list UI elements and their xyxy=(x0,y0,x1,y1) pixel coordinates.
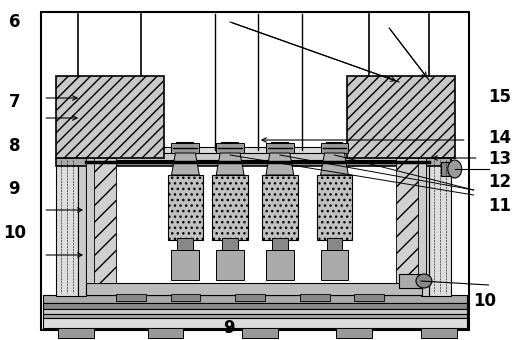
Bar xyxy=(216,250,244,280)
Bar xyxy=(266,143,293,153)
Polygon shape xyxy=(321,153,348,175)
Bar xyxy=(78,158,86,296)
Bar xyxy=(326,238,342,250)
Bar xyxy=(235,294,265,301)
Bar xyxy=(86,152,422,160)
Bar xyxy=(86,283,422,295)
Bar xyxy=(347,76,455,158)
Text: 11: 11 xyxy=(488,197,511,215)
Ellipse shape xyxy=(416,274,432,288)
Bar xyxy=(212,175,248,240)
Bar xyxy=(317,175,353,240)
Text: 15: 15 xyxy=(488,88,511,106)
Bar xyxy=(354,294,384,301)
Bar xyxy=(421,158,429,296)
Bar xyxy=(216,143,244,153)
Bar xyxy=(396,158,426,283)
Bar xyxy=(272,238,288,250)
Bar xyxy=(441,162,451,176)
Bar xyxy=(56,158,451,166)
Text: 9: 9 xyxy=(223,319,235,337)
Bar xyxy=(43,314,467,318)
Bar xyxy=(41,12,469,330)
Bar xyxy=(172,250,199,280)
Text: 13: 13 xyxy=(488,150,511,168)
Bar xyxy=(172,143,199,153)
Bar xyxy=(222,238,238,250)
Bar xyxy=(337,328,372,338)
Bar xyxy=(429,158,451,296)
Bar xyxy=(321,143,348,153)
Bar xyxy=(399,274,421,288)
Bar xyxy=(58,328,94,338)
Bar xyxy=(86,147,422,153)
Bar xyxy=(418,158,426,283)
Text: 12: 12 xyxy=(488,173,511,191)
Text: 8: 8 xyxy=(9,137,20,155)
Bar xyxy=(177,238,193,250)
Bar xyxy=(421,328,457,338)
Bar xyxy=(321,250,348,280)
Polygon shape xyxy=(172,153,199,175)
Bar xyxy=(56,76,163,158)
Bar xyxy=(242,328,278,338)
Bar xyxy=(300,294,329,301)
Text: 10: 10 xyxy=(473,292,496,310)
Polygon shape xyxy=(216,153,244,175)
Bar xyxy=(43,309,467,314)
Polygon shape xyxy=(266,153,293,175)
Bar xyxy=(148,328,183,338)
Bar xyxy=(86,158,94,283)
Text: 9: 9 xyxy=(9,180,20,198)
Ellipse shape xyxy=(448,160,462,178)
Bar xyxy=(86,158,116,283)
Bar xyxy=(171,294,200,301)
Bar xyxy=(266,250,293,280)
Bar xyxy=(56,158,78,296)
Bar xyxy=(262,175,298,240)
Text: 7: 7 xyxy=(9,93,20,111)
Bar xyxy=(43,303,467,309)
Bar xyxy=(43,318,467,328)
Bar xyxy=(116,294,145,301)
Bar xyxy=(168,175,204,240)
Text: 6: 6 xyxy=(9,13,20,31)
Bar xyxy=(43,295,467,303)
Text: 14: 14 xyxy=(488,129,511,147)
Text: 10: 10 xyxy=(3,224,26,242)
